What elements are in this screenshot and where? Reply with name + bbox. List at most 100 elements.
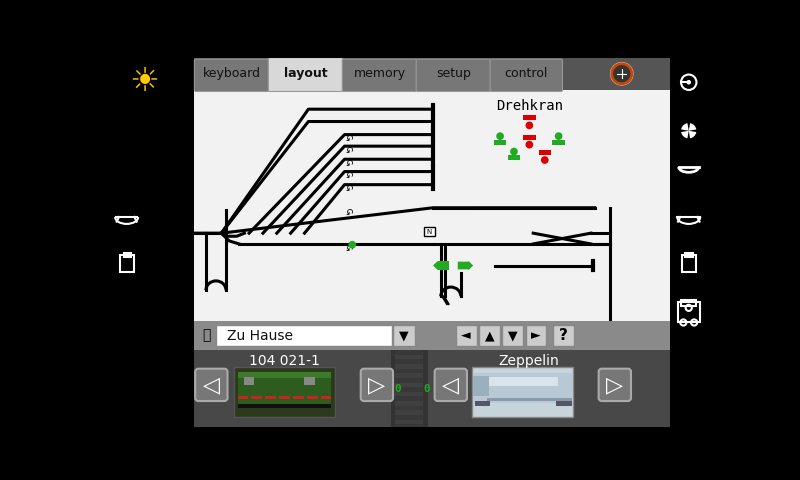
- Circle shape: [526, 141, 534, 148]
- Text: 0: 0: [423, 384, 430, 394]
- Text: Zu Hause: Zu Hause: [226, 329, 293, 343]
- Bar: [393, 325, 414, 346]
- Circle shape: [510, 148, 518, 156]
- Bar: [487, 398, 572, 401]
- Text: 🔧: 🔧: [202, 329, 211, 343]
- Bar: [121, 255, 134, 273]
- Text: Zeppelin: Zeppelin: [498, 354, 559, 368]
- Bar: [238, 372, 331, 378]
- Wedge shape: [681, 123, 689, 131]
- Bar: [526, 325, 546, 346]
- Bar: [395, 396, 423, 401]
- Bar: [234, 367, 334, 417]
- Text: N: N: [426, 228, 432, 235]
- Bar: [474, 401, 490, 406]
- Bar: [472, 367, 574, 417]
- Text: Drehkran: Drehkran: [496, 99, 563, 113]
- FancyBboxPatch shape: [598, 369, 631, 401]
- Text: ◁: ◁: [442, 375, 459, 395]
- Bar: [395, 401, 423, 406]
- Wedge shape: [689, 123, 696, 131]
- Text: 0: 0: [394, 384, 401, 394]
- Bar: [479, 325, 500, 346]
- Bar: [395, 420, 423, 424]
- Circle shape: [554, 132, 562, 140]
- FancyBboxPatch shape: [490, 59, 562, 92]
- FancyBboxPatch shape: [416, 59, 491, 92]
- Circle shape: [349, 241, 356, 249]
- Bar: [238, 373, 331, 408]
- Bar: [473, 376, 489, 396]
- Bar: [395, 360, 423, 364]
- Bar: [395, 355, 423, 360]
- Bar: [556, 401, 572, 406]
- Bar: [395, 364, 423, 369]
- Bar: [523, 134, 535, 140]
- Text: ◄: ◄: [462, 329, 471, 342]
- Text: memory: memory: [354, 67, 406, 80]
- Circle shape: [526, 121, 534, 129]
- Text: layout: layout: [284, 67, 327, 80]
- Bar: [194, 58, 670, 90]
- Text: ↺: ↺: [344, 168, 353, 177]
- Bar: [307, 396, 318, 399]
- Bar: [395, 387, 423, 392]
- Bar: [423, 350, 428, 427]
- Bar: [395, 373, 423, 378]
- Bar: [238, 396, 248, 399]
- Bar: [508, 156, 520, 160]
- Bar: [473, 373, 572, 403]
- Bar: [494, 140, 506, 144]
- Text: ▼: ▼: [399, 329, 409, 342]
- Bar: [266, 396, 276, 399]
- Bar: [216, 325, 391, 346]
- FancyArrow shape: [458, 261, 473, 270]
- Wedge shape: [681, 131, 689, 138]
- Bar: [194, 321, 670, 350]
- Bar: [123, 253, 131, 257]
- Bar: [685, 253, 693, 257]
- Bar: [670, 58, 718, 427]
- Bar: [553, 140, 565, 144]
- Bar: [395, 369, 423, 373]
- Bar: [438, 261, 449, 270]
- Bar: [395, 406, 423, 410]
- Bar: [238, 404, 331, 408]
- Text: ▷: ▷: [368, 375, 386, 395]
- Bar: [395, 410, 423, 415]
- Text: ◁: ◁: [202, 375, 220, 395]
- Text: ↺: ↺: [344, 131, 353, 140]
- Bar: [304, 377, 314, 385]
- Text: keyboard: keyboard: [202, 67, 261, 80]
- FancyArrow shape: [433, 261, 449, 270]
- Bar: [682, 255, 696, 273]
- Bar: [395, 392, 423, 396]
- Bar: [395, 350, 423, 355]
- Bar: [523, 115, 535, 120]
- Bar: [428, 350, 670, 427]
- Text: ?: ?: [558, 328, 568, 343]
- Text: ↺: ↺: [344, 204, 353, 214]
- Bar: [456, 325, 477, 346]
- FancyBboxPatch shape: [342, 59, 417, 92]
- Circle shape: [611, 63, 633, 84]
- Text: ↺: ↺: [344, 180, 353, 191]
- Bar: [321, 396, 331, 399]
- Bar: [194, 350, 390, 427]
- Text: setup: setup: [436, 67, 471, 80]
- FancyBboxPatch shape: [195, 369, 227, 401]
- FancyBboxPatch shape: [268, 58, 343, 92]
- Bar: [244, 377, 254, 385]
- Bar: [251, 396, 262, 399]
- Bar: [395, 378, 423, 383]
- Wedge shape: [689, 131, 696, 138]
- Text: ▲: ▲: [485, 329, 494, 342]
- FancyBboxPatch shape: [194, 59, 269, 92]
- Circle shape: [686, 80, 691, 84]
- Bar: [502, 325, 523, 346]
- FancyBboxPatch shape: [361, 369, 393, 401]
- Bar: [279, 396, 290, 399]
- Bar: [424, 227, 434, 236]
- Text: ▷: ▷: [606, 375, 623, 395]
- Bar: [390, 350, 395, 427]
